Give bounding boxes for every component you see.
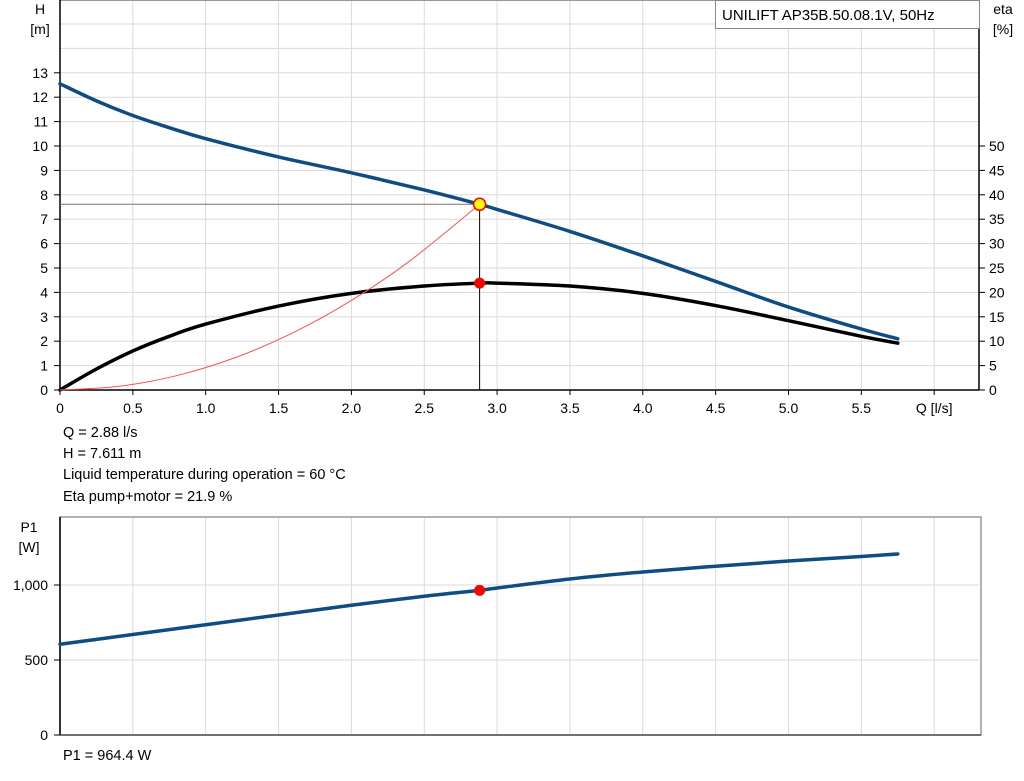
series-eta-line bbox=[58, 281, 900, 392]
x-tick-label: 0.5 bbox=[123, 400, 143, 416]
title-box bbox=[715, 0, 980, 29]
y-tick-label: 5 bbox=[40, 260, 48, 276]
power-duty-point-marker bbox=[474, 584, 486, 596]
y2-tick-label: 40 bbox=[989, 187, 1005, 203]
readout-efficiency: Eta pump+motor = 21.9 % bbox=[63, 489, 233, 505]
y-tick-label: 10 bbox=[32, 138, 48, 154]
y-tick-label: 1 bbox=[40, 358, 48, 374]
y2-tick-label: 0 bbox=[989, 382, 997, 398]
y2-tick-label: 50 bbox=[989, 138, 1005, 154]
y-tick-label: 500 bbox=[25, 652, 49, 668]
x-tick-label: 5.0 bbox=[779, 400, 799, 416]
readout-temperature: Liquid temperature during operation = 60… bbox=[63, 467, 346, 483]
x-tick-label: 3.5 bbox=[560, 400, 580, 416]
x-tick-label: 1.0 bbox=[196, 400, 216, 416]
readout-flow: Q = 2.88 l/s bbox=[63, 425, 138, 441]
y-axis-label: [W] bbox=[19, 539, 40, 555]
series-system-line bbox=[59, 203, 481, 391]
y-axis-label: H bbox=[35, 1, 45, 17]
series-H-line bbox=[58, 82, 900, 341]
y2-tick-label: 25 bbox=[989, 260, 1005, 276]
eta-duty-point-marker bbox=[474, 277, 486, 289]
readout-power: P1 = 964.4 W bbox=[63, 748, 152, 764]
y-tick-label: 4 bbox=[40, 284, 48, 300]
y2-axis-label: [%] bbox=[993, 21, 1013, 37]
y-axis-label: P1 bbox=[20, 519, 37, 535]
x-tick-label: 1.5 bbox=[269, 400, 289, 416]
y-tick-label: 1,000 bbox=[13, 577, 48, 593]
x-tick-label: 2.5 bbox=[415, 400, 435, 416]
y-tick-label: 8 bbox=[40, 187, 48, 203]
y2-tick-label: 45 bbox=[989, 162, 1005, 178]
chart-title: UNILIFT AP35B.50.08.1V, 50Hz bbox=[722, 7, 935, 24]
y2-tick-label: 30 bbox=[989, 236, 1005, 252]
y-tick-label: 2 bbox=[40, 333, 48, 349]
x-tick-label: 4.5 bbox=[706, 400, 726, 416]
y-tick-label: 13 bbox=[32, 65, 48, 81]
y2-tick-label: 20 bbox=[989, 284, 1005, 300]
y-tick-label: 3 bbox=[40, 309, 48, 325]
readout-head: H = 7.611 m bbox=[63, 446, 142, 462]
x-tick-label: 3.0 bbox=[487, 400, 507, 416]
y-tick-label: 7 bbox=[40, 211, 48, 227]
y-axis-label: [m] bbox=[30, 21, 49, 37]
y2-tick-label: 5 bbox=[989, 358, 997, 374]
x-tick-label: 2.0 bbox=[342, 400, 362, 416]
y2-tick-label: 10 bbox=[989, 333, 1005, 349]
series-P1-line bbox=[58, 552, 900, 646]
y-tick-label: 6 bbox=[40, 236, 48, 252]
x-axis-label: Q [l/s] bbox=[916, 400, 953, 416]
y-tick-label: 0 bbox=[40, 727, 48, 743]
x-tick-label: 4.0 bbox=[633, 400, 653, 416]
y-tick-label: 11 bbox=[33, 114, 48, 130]
y2-axis-label: eta bbox=[993, 1, 1013, 17]
x-tick-label: 0 bbox=[56, 400, 64, 416]
head-duty-point-marker bbox=[472, 197, 487, 212]
y2-tick-label: 35 bbox=[989, 211, 1005, 227]
x-tick-label: 5.5 bbox=[852, 400, 872, 416]
y-tick-label: 12 bbox=[32, 89, 48, 105]
y-tick-label: 9 bbox=[40, 162, 48, 178]
y2-tick-label: 15 bbox=[989, 309, 1005, 325]
y-tick-label: 0 bbox=[40, 382, 48, 398]
